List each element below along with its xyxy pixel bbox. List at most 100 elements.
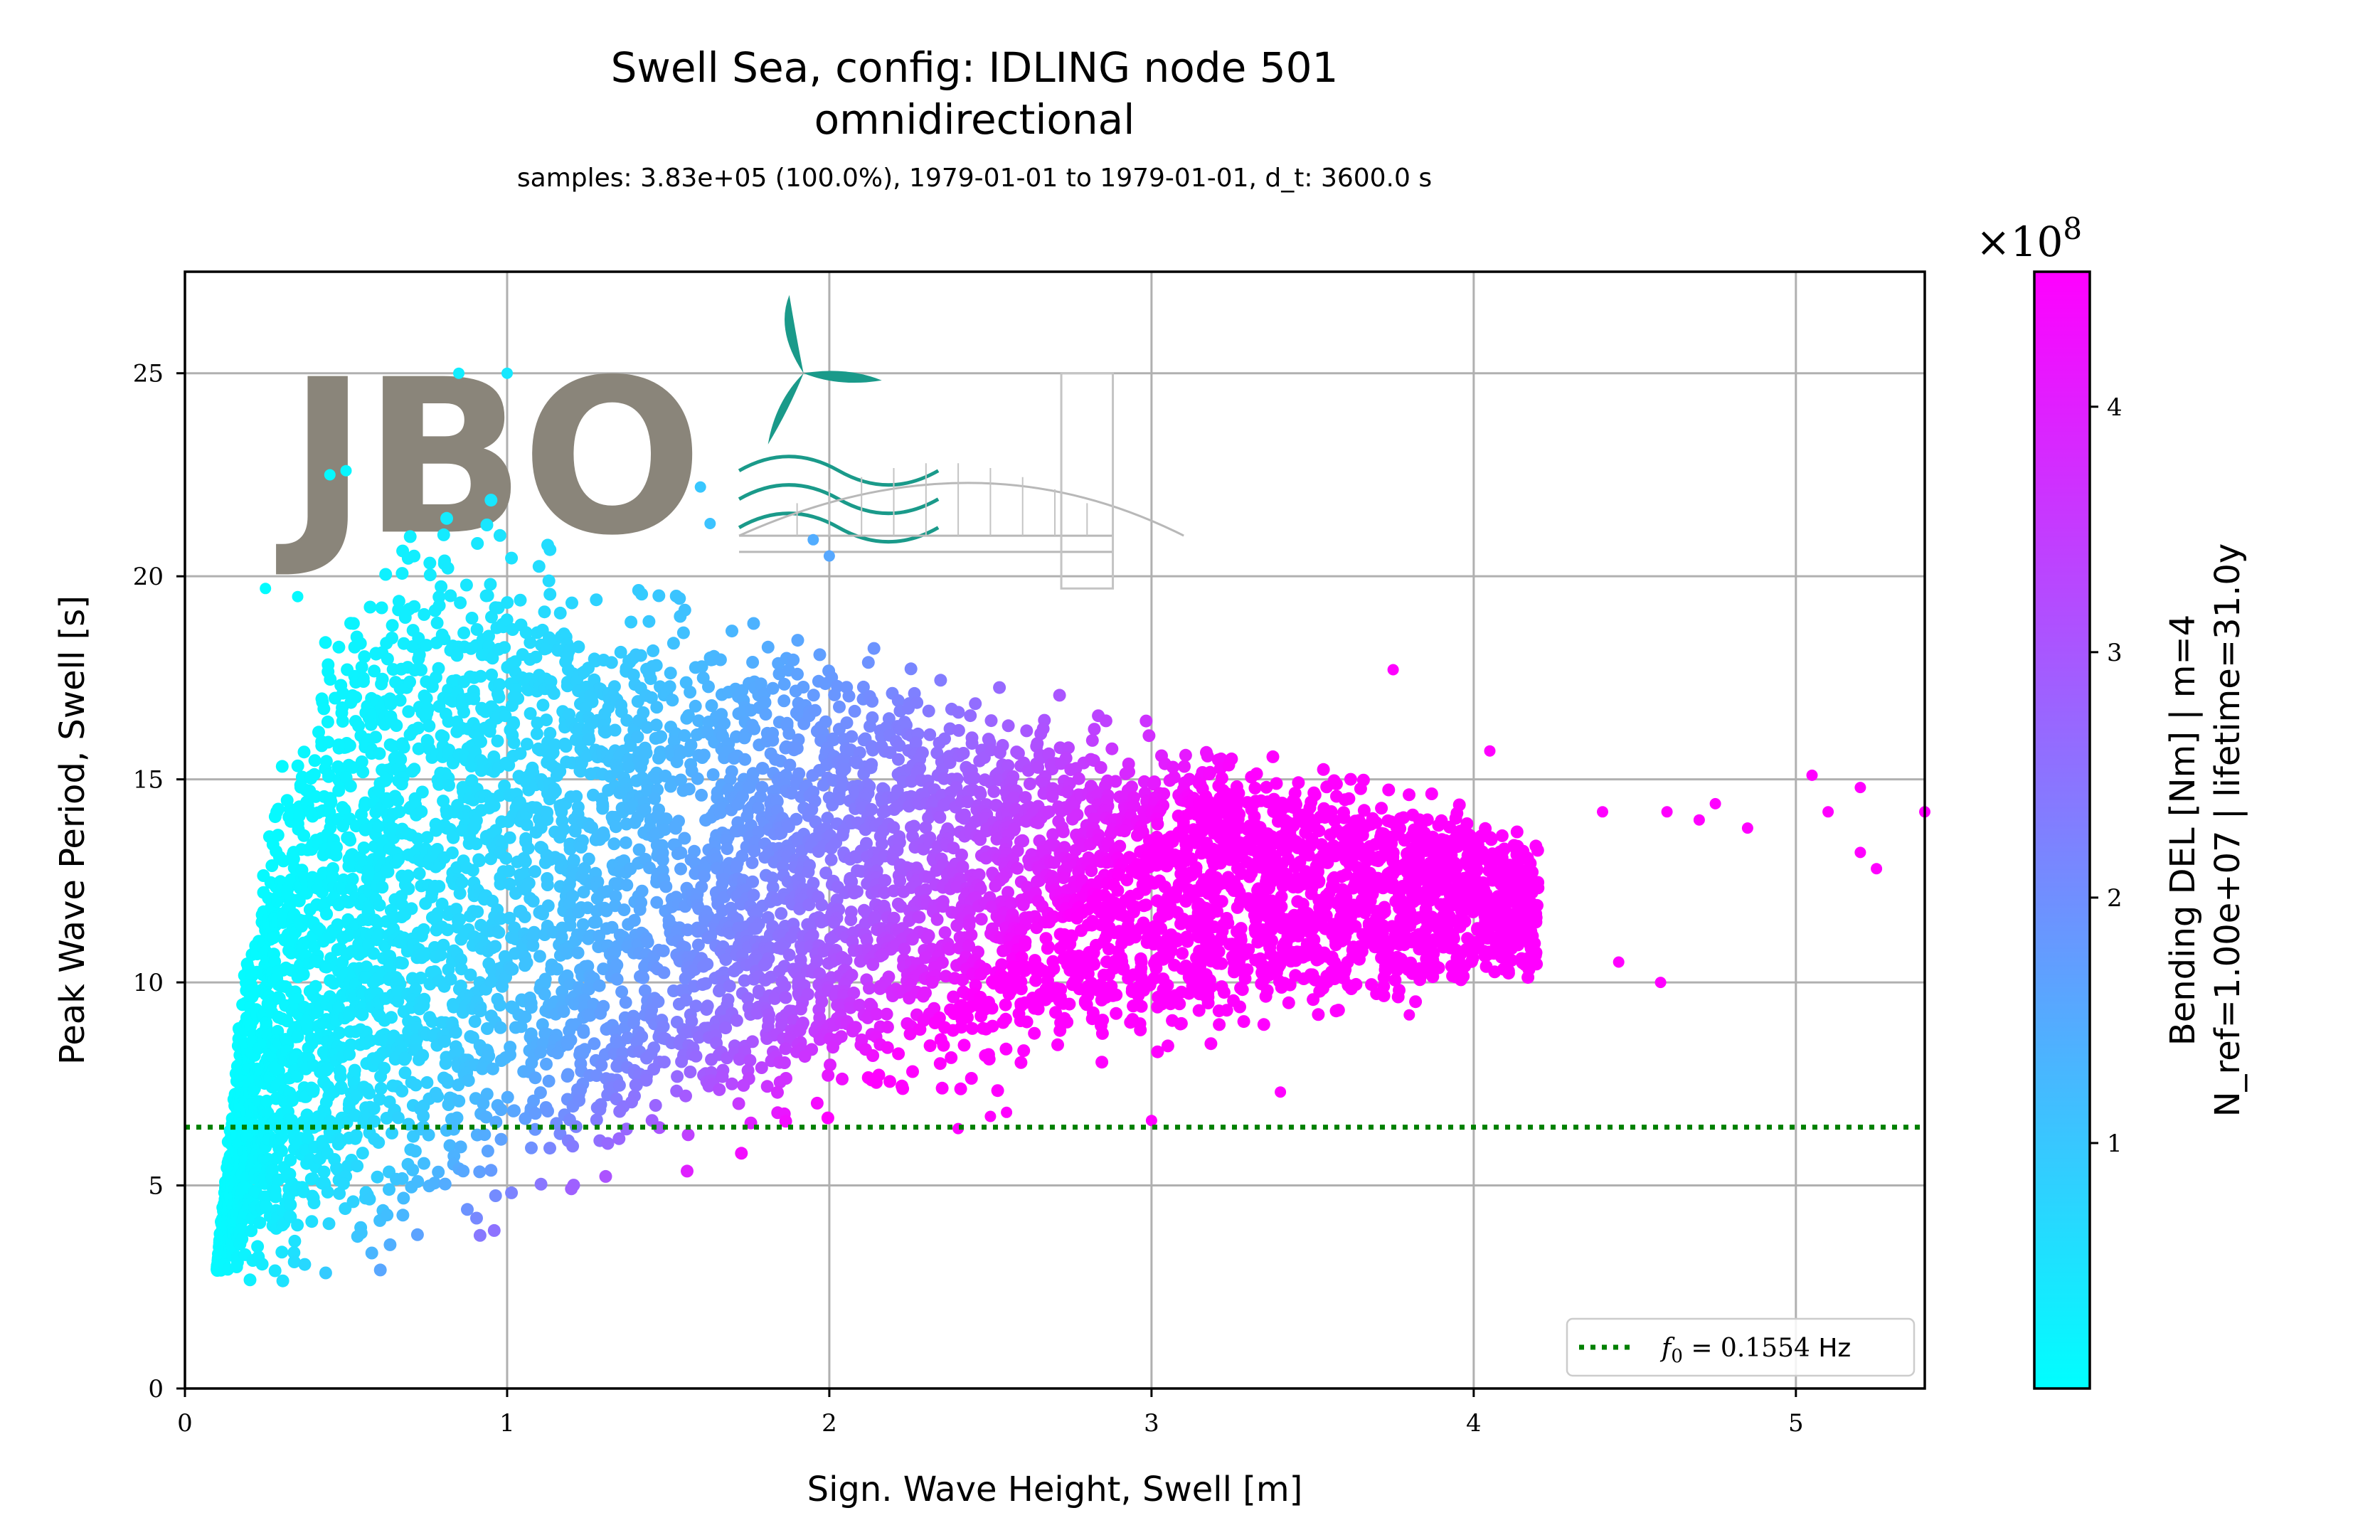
scatter-point bbox=[779, 1042, 792, 1056]
scatter-point bbox=[701, 957, 714, 971]
scatter-point bbox=[373, 1263, 387, 1277]
jbo-logo-text: JBO bbox=[275, 334, 698, 582]
scatter-point bbox=[758, 696, 772, 709]
scatter-point bbox=[354, 637, 367, 650]
scatter-point bbox=[422, 1128, 435, 1142]
scatter-point bbox=[425, 891, 438, 904]
scatter-point bbox=[260, 1200, 273, 1213]
scatter-point bbox=[759, 708, 772, 721]
scatter-point bbox=[938, 926, 952, 940]
scatter-point bbox=[760, 957, 773, 970]
scatter-point bbox=[745, 856, 759, 869]
scatter-point bbox=[777, 677, 791, 691]
scatter-point bbox=[974, 967, 987, 981]
scatter-point bbox=[1020, 724, 1034, 738]
scatter-point bbox=[607, 837, 621, 851]
scatter-point bbox=[412, 721, 425, 735]
scatter-point bbox=[1118, 824, 1131, 838]
scatter-point bbox=[324, 795, 338, 809]
scatter-point bbox=[474, 669, 487, 683]
scatter-point bbox=[269, 1190, 282, 1204]
scatter-point bbox=[332, 640, 346, 654]
scatter-point bbox=[336, 715, 349, 728]
scatter-point bbox=[557, 822, 570, 836]
scatter-point bbox=[376, 881, 389, 894]
scatter-point bbox=[635, 588, 649, 601]
scatter-point bbox=[684, 686, 697, 699]
scatter-point bbox=[721, 842, 734, 856]
scatter-point bbox=[507, 717, 521, 731]
scatter-point bbox=[514, 593, 527, 607]
scatter-point bbox=[402, 705, 415, 718]
scatter-point bbox=[322, 770, 335, 783]
scatter-point bbox=[572, 640, 585, 654]
scatter-point bbox=[585, 695, 599, 708]
scatter-point bbox=[771, 1085, 784, 1099]
scatter-point bbox=[682, 782, 696, 796]
scatter-point bbox=[619, 836, 632, 849]
scatter-points bbox=[211, 367, 1930, 1287]
scatter-point bbox=[697, 748, 711, 762]
scatter-point bbox=[505, 1186, 519, 1199]
scatter-point bbox=[408, 1145, 422, 1158]
scatter-point bbox=[1071, 808, 1084, 822]
scatter-point bbox=[481, 1145, 494, 1158]
scatter-point bbox=[861, 656, 875, 669]
scatter-point bbox=[898, 942, 911, 956]
scatter-point bbox=[635, 884, 649, 898]
scatter-point bbox=[520, 738, 533, 751]
chart-title: Swell Sea, config: IDLING node 501 bbox=[611, 43, 1339, 92]
scatter-point bbox=[952, 723, 965, 737]
scatter-point bbox=[1007, 824, 1021, 837]
scatter-point bbox=[308, 754, 322, 768]
scatter-point bbox=[1203, 768, 1216, 780]
scatter-point bbox=[1105, 742, 1119, 755]
scatter-point bbox=[627, 913, 641, 927]
scatter-point bbox=[1178, 760, 1191, 773]
scatter-point bbox=[498, 641, 511, 654]
scatter-point bbox=[474, 1004, 487, 1018]
scatter-point bbox=[251, 1240, 265, 1253]
scatter-point bbox=[1056, 825, 1070, 839]
scatter-point bbox=[634, 649, 647, 662]
scatter-point bbox=[828, 688, 841, 701]
scatter-point bbox=[617, 903, 631, 917]
scatter-point bbox=[673, 592, 686, 605]
scatter-point bbox=[791, 634, 804, 647]
scatter-point bbox=[432, 662, 445, 675]
scatter-point bbox=[430, 616, 444, 630]
scatter-point bbox=[1094, 761, 1107, 774]
scatter-point bbox=[541, 878, 554, 891]
scatter-point bbox=[1043, 915, 1056, 929]
scatter-point bbox=[284, 1153, 297, 1167]
scatter-point bbox=[576, 918, 590, 931]
scatter-point bbox=[504, 1048, 516, 1061]
scatter-point bbox=[291, 1030, 304, 1044]
bridge-arch bbox=[738, 482, 1184, 537]
scatter-point bbox=[1002, 719, 1015, 733]
scatter-point bbox=[1085, 733, 1099, 747]
scatter-point bbox=[322, 736, 335, 749]
scatter-point bbox=[276, 1274, 289, 1287]
scatter-point bbox=[373, 747, 386, 760]
scatter-point bbox=[489, 940, 502, 953]
scatter-point bbox=[547, 686, 561, 700]
scatter-point bbox=[415, 805, 428, 818]
scatter-point bbox=[415, 785, 429, 799]
scatter-point bbox=[526, 894, 540, 908]
scatter-point bbox=[484, 494, 498, 507]
scatter-point bbox=[639, 746, 653, 760]
scatter-point bbox=[503, 831, 516, 844]
scatter-point bbox=[782, 948, 796, 962]
scatter-point bbox=[378, 1061, 391, 1075]
scatter-point bbox=[1059, 751, 1073, 765]
scatter-point bbox=[395, 567, 409, 580]
scatter-point bbox=[993, 681, 1006, 694]
scatter-point bbox=[542, 574, 556, 588]
scatter-point bbox=[271, 829, 285, 842]
scatter-point bbox=[375, 601, 388, 615]
scatter-point bbox=[494, 1021, 507, 1034]
scatter-point bbox=[713, 1083, 726, 1096]
scatter-point bbox=[635, 1030, 649, 1044]
chart-info-line: samples: 3.83e+05 (100.0%), 1979-01-01 t… bbox=[517, 164, 1432, 193]
